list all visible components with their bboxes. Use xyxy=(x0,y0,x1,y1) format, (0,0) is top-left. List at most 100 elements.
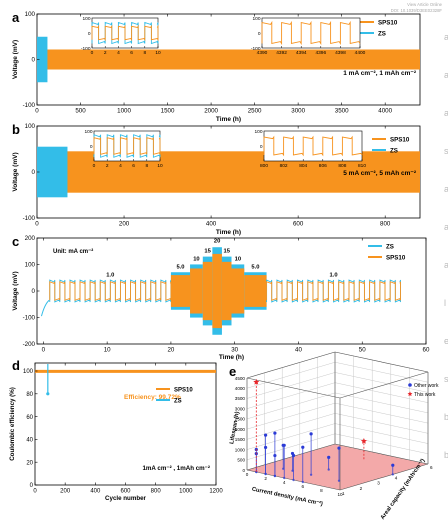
inset-b-xtick-label: 800 xyxy=(260,163,268,169)
0-xtick-label: 1000 xyxy=(117,108,131,115)
3-xtick-label: 400 xyxy=(90,489,101,495)
x-axis-label-a: Time (h) xyxy=(216,116,241,123)
other-work-floor-point-e xyxy=(264,472,267,476)
0-xtick-label: 2000 xyxy=(204,108,218,115)
y-tick-label-e: 3 xyxy=(377,481,380,486)
y-axis-label-a: Voltage (mV) xyxy=(12,40,19,79)
inset-b-xtick-label: 8 xyxy=(145,163,148,169)
floor-plane-e xyxy=(247,444,428,490)
inset-b-xtick-label: 804 xyxy=(299,163,307,169)
inset-a-xtick-label: 8 xyxy=(143,50,146,56)
inset-b-xtick-label: 10 xyxy=(157,163,163,169)
inset-b-ytick-label: 100 xyxy=(254,129,262,135)
d-legend-label: SPS10 xyxy=(174,388,193,394)
unit-label-c: Unit: mA cm⁻² xyxy=(53,248,93,255)
panel-label-e: e xyxy=(229,364,236,379)
legend-swatch-other-work xyxy=(408,383,412,387)
inset-b-sps10-curve xyxy=(93,137,161,155)
page-edge-letter: b xyxy=(444,450,448,460)
series-spsio-seg-c xyxy=(266,281,401,301)
1-xtick-label: 400 xyxy=(206,221,217,228)
condition-b: 5 mA cm⁻², 5 mAh cm⁻² xyxy=(343,170,417,177)
inset-b-sps10-curve xyxy=(263,135,363,157)
inset-a-sps10-curve xyxy=(261,20,361,46)
page-edge-letter: a xyxy=(444,70,448,80)
rate-label-c: 15 xyxy=(223,248,230,254)
x-tick-label-e: 0 xyxy=(246,472,249,477)
2-xtick-label: 40 xyxy=(295,347,302,354)
other-work-floor-point-e xyxy=(291,469,294,472)
inset-b-xtick-label: 4 xyxy=(119,163,122,169)
3-ytick-label: 20 xyxy=(26,460,33,466)
series-spsio-seg-c xyxy=(202,261,213,321)
3-xtick-label: 800 xyxy=(151,489,162,495)
other-work-floor-point-e xyxy=(273,474,277,478)
0-xtick-label: 1500 xyxy=(161,108,175,115)
0-xtick-label: 2500 xyxy=(248,108,262,115)
inset-b-xtick-label: 808 xyxy=(338,163,346,169)
z-tick-label-e: 3500 xyxy=(235,396,246,401)
z-tick-label-e: 2000 xyxy=(235,427,246,432)
z-tick-label-e: 1000 xyxy=(235,447,246,452)
2-ytick-label: -200 xyxy=(23,341,36,348)
y-tick-label-e: 2 xyxy=(360,486,363,491)
panel-label-c: c xyxy=(12,234,19,249)
2-ytick-label: 200 xyxy=(25,235,36,242)
1-ytick-label: 0 xyxy=(32,169,36,176)
c-legend-label: SPS10 xyxy=(386,255,406,262)
inset-a-xtick-label: 2 xyxy=(104,50,107,56)
inset-b-ytick-label: 100 xyxy=(84,129,92,135)
x-tick-label-e: 6 xyxy=(302,484,305,489)
z-axis-label-e: Lifespan (h) xyxy=(229,411,241,444)
inset-a-xtick-label: 4394 xyxy=(296,50,307,56)
inset-b-xtick-label: 810 xyxy=(358,163,366,169)
rate-label-c: 5.0 xyxy=(251,265,259,271)
inset-a-xtick-label: 4400 xyxy=(355,50,366,56)
z-tick-label-e: 3000 xyxy=(235,406,246,411)
rate-label-c: 10 xyxy=(235,257,241,263)
x-tick-label-e: 8 xyxy=(320,488,323,493)
page-edge-letter: s xyxy=(444,146,448,156)
x-axis-label-c: Time (h) xyxy=(219,354,244,361)
inset-a-xtick-label: 4392 xyxy=(276,50,287,56)
1-xtick-label: 800 xyxy=(380,221,391,228)
3-ytick-label: 100 xyxy=(23,369,34,375)
rate-label-c: 20 xyxy=(214,239,220,245)
2-ytick-label: 100 xyxy=(25,262,36,269)
inset-b-ytick-label: 0 xyxy=(90,144,93,150)
series-zs-band-a xyxy=(37,36,48,83)
rate-label-c: 1.0 xyxy=(330,273,338,279)
y-tick-label-e: 5 xyxy=(412,470,415,475)
z-tick-label-e: 1500 xyxy=(235,437,246,442)
legend-label-other-work: Other work xyxy=(414,383,439,389)
3-ytick-label: 60 xyxy=(26,415,33,421)
0-xtick-label: 500 xyxy=(75,108,86,115)
3-ytick-label: 0 xyxy=(30,483,34,489)
page-edge-letter: l xyxy=(444,298,446,308)
series-spsio-seg-c xyxy=(49,281,172,301)
1-ytick-label: 100 xyxy=(25,123,36,130)
other-work-point-e xyxy=(264,433,268,437)
legend-label-this-work: This work xyxy=(414,392,436,398)
b-legend-label: ZS xyxy=(390,148,398,155)
other-work-point-e xyxy=(273,431,277,435)
inset-a-ytick-label: -100 xyxy=(251,46,261,52)
inset-a-xtick-label: 6 xyxy=(130,50,133,56)
2-xtick-label: 60 xyxy=(423,347,430,354)
rate-label-c: 5.0 xyxy=(176,265,184,271)
other-work-point-e xyxy=(273,453,277,458)
page-edge-letter: e xyxy=(444,336,448,346)
x-axis-label-b: Time (h) xyxy=(216,229,241,236)
legend-swatch-this-work xyxy=(407,391,413,397)
1-xtick-label: 0 xyxy=(35,221,39,228)
series-spsio-seg-c xyxy=(221,261,232,321)
panel-label-d: d xyxy=(12,358,20,373)
axis-box-edge-e xyxy=(334,443,429,465)
series-spsio-band-a xyxy=(37,49,420,70)
inset-b-xtick-label: 0 xyxy=(93,163,96,169)
z-tick-label-e: 0 xyxy=(242,468,245,473)
3-xtick-label: 200 xyxy=(60,489,71,495)
series-spsio-seg-c xyxy=(212,253,222,329)
inset-a-ytick-label: 0 xyxy=(88,31,91,37)
inset-a-xtick-label: 4390 xyxy=(257,50,268,56)
